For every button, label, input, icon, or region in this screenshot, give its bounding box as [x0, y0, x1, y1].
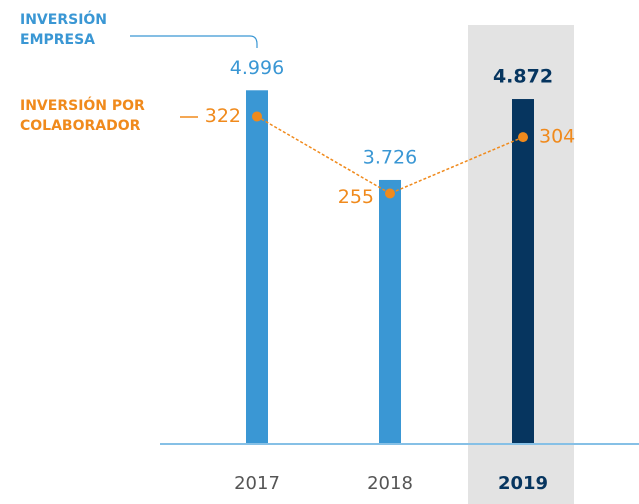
bar	[379, 179, 401, 443]
line	[256, 115, 524, 195]
x-tick-label: 2017	[234, 473, 280, 494]
x-tick-label: 2018	[367, 473, 413, 494]
line-point	[252, 111, 262, 122]
bar	[246, 90, 268, 443]
bar-value-label: 4.996	[230, 57, 284, 79]
bar	[512, 99, 534, 443]
line-point	[385, 188, 395, 199]
line-value-label: 255	[338, 186, 374, 208]
x-tick-label: 2019	[498, 473, 548, 494]
line-point	[518, 132, 528, 143]
line-value-label: 322	[205, 105, 241, 127]
bar-value-label: 3.726	[363, 146, 417, 168]
line-value-label: 304	[539, 126, 575, 148]
legend-connector	[130, 35, 258, 48]
legend-label: INVERSIÓN POR COLABORADOR	[20, 98, 145, 134]
legend-label: INVERSIÓN EMPRESA	[20, 12, 108, 48]
bar-value-label: 4.872	[493, 66, 553, 88]
